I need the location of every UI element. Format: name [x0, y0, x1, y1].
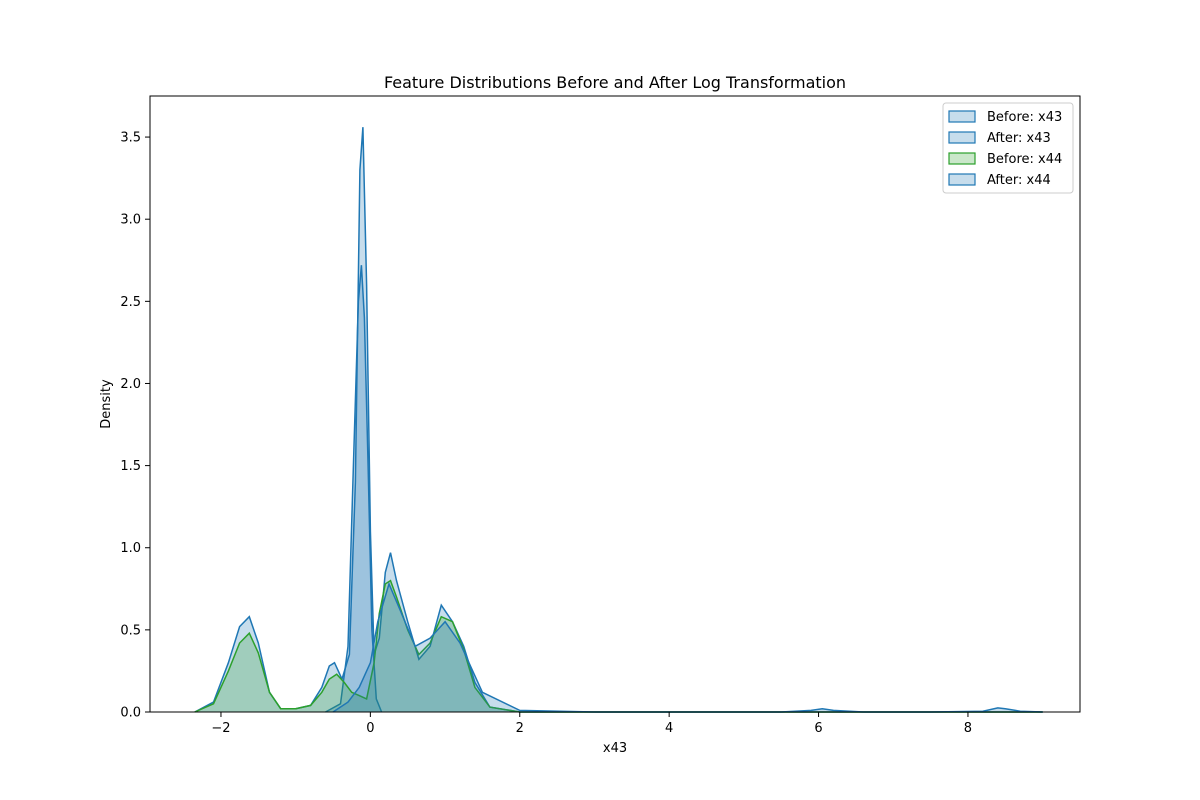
legend-label: After: x43	[987, 131, 1051, 146]
legend-item: Before: x43	[948, 110, 1062, 125]
x-tick-label: 4	[665, 721, 673, 736]
x-tick-label: 0	[366, 721, 374, 736]
legend: Before: x43 After: x43 Before: x44 After: x…	[942, 102, 1074, 194]
series-2	[325, 265, 383, 713]
x-tick-label: 2	[516, 721, 524, 736]
y-tick-label: 0.5	[120, 623, 141, 638]
legend-swatch	[948, 110, 976, 123]
y-tick-label: 2.0	[120, 377, 141, 392]
y-tick-label: 1.0	[120, 541, 141, 556]
y-axis-label: Density	[99, 379, 114, 429]
legend-swatch	[948, 152, 976, 165]
series-line	[194, 579, 1043, 713]
legend-item: After: x44	[948, 173, 1051, 188]
legend-box	[942, 102, 1074, 194]
legend-label: Before: x44	[987, 152, 1062, 167]
series-fill	[194, 127, 1043, 712]
plot-area	[194, 127, 1043, 713]
series-fill	[325, 265, 382, 712]
y-tick-label: 3.5	[120, 131, 141, 146]
x-axis-label: x43	[603, 741, 627, 756]
axes-frame	[149, 95, 1081, 713]
series-1	[194, 127, 1043, 713]
series-fill	[333, 583, 1043, 712]
legend-item: Before: x44	[948, 152, 1062, 167]
legend-item: After: x43	[948, 131, 1051, 146]
legend-swatch	[948, 173, 976, 186]
x-tick-label: −2	[211, 721, 230, 736]
x-tick-label: 8	[964, 721, 972, 736]
series-line	[332, 581, 1043, 713]
legend-swatch	[948, 131, 976, 144]
axis-ticks: −2 0 2 4 6 8 0.0 0.5 1.0 1.5 2.0 2.5 3.0 3.5	[120, 131, 972, 736]
series-3	[194, 579, 1043, 713]
series-line	[325, 265, 383, 713]
legend-label: After: x44	[987, 173, 1051, 188]
y-tick-label: 2.5	[120, 295, 141, 310]
y-tick-label: 1.5	[120, 459, 141, 474]
series-line	[194, 127, 1043, 713]
y-tick-label: 3.0	[120, 213, 141, 228]
series-fill	[194, 580, 1043, 712]
legend-label: Before: x43	[987, 110, 1062, 125]
y-tick-label: 0.0	[120, 706, 141, 721]
chart-title: Feature Distributions Before and After L…	[384, 73, 846, 92]
series-4	[332, 581, 1043, 713]
x-tick-label: 6	[814, 721, 822, 736]
